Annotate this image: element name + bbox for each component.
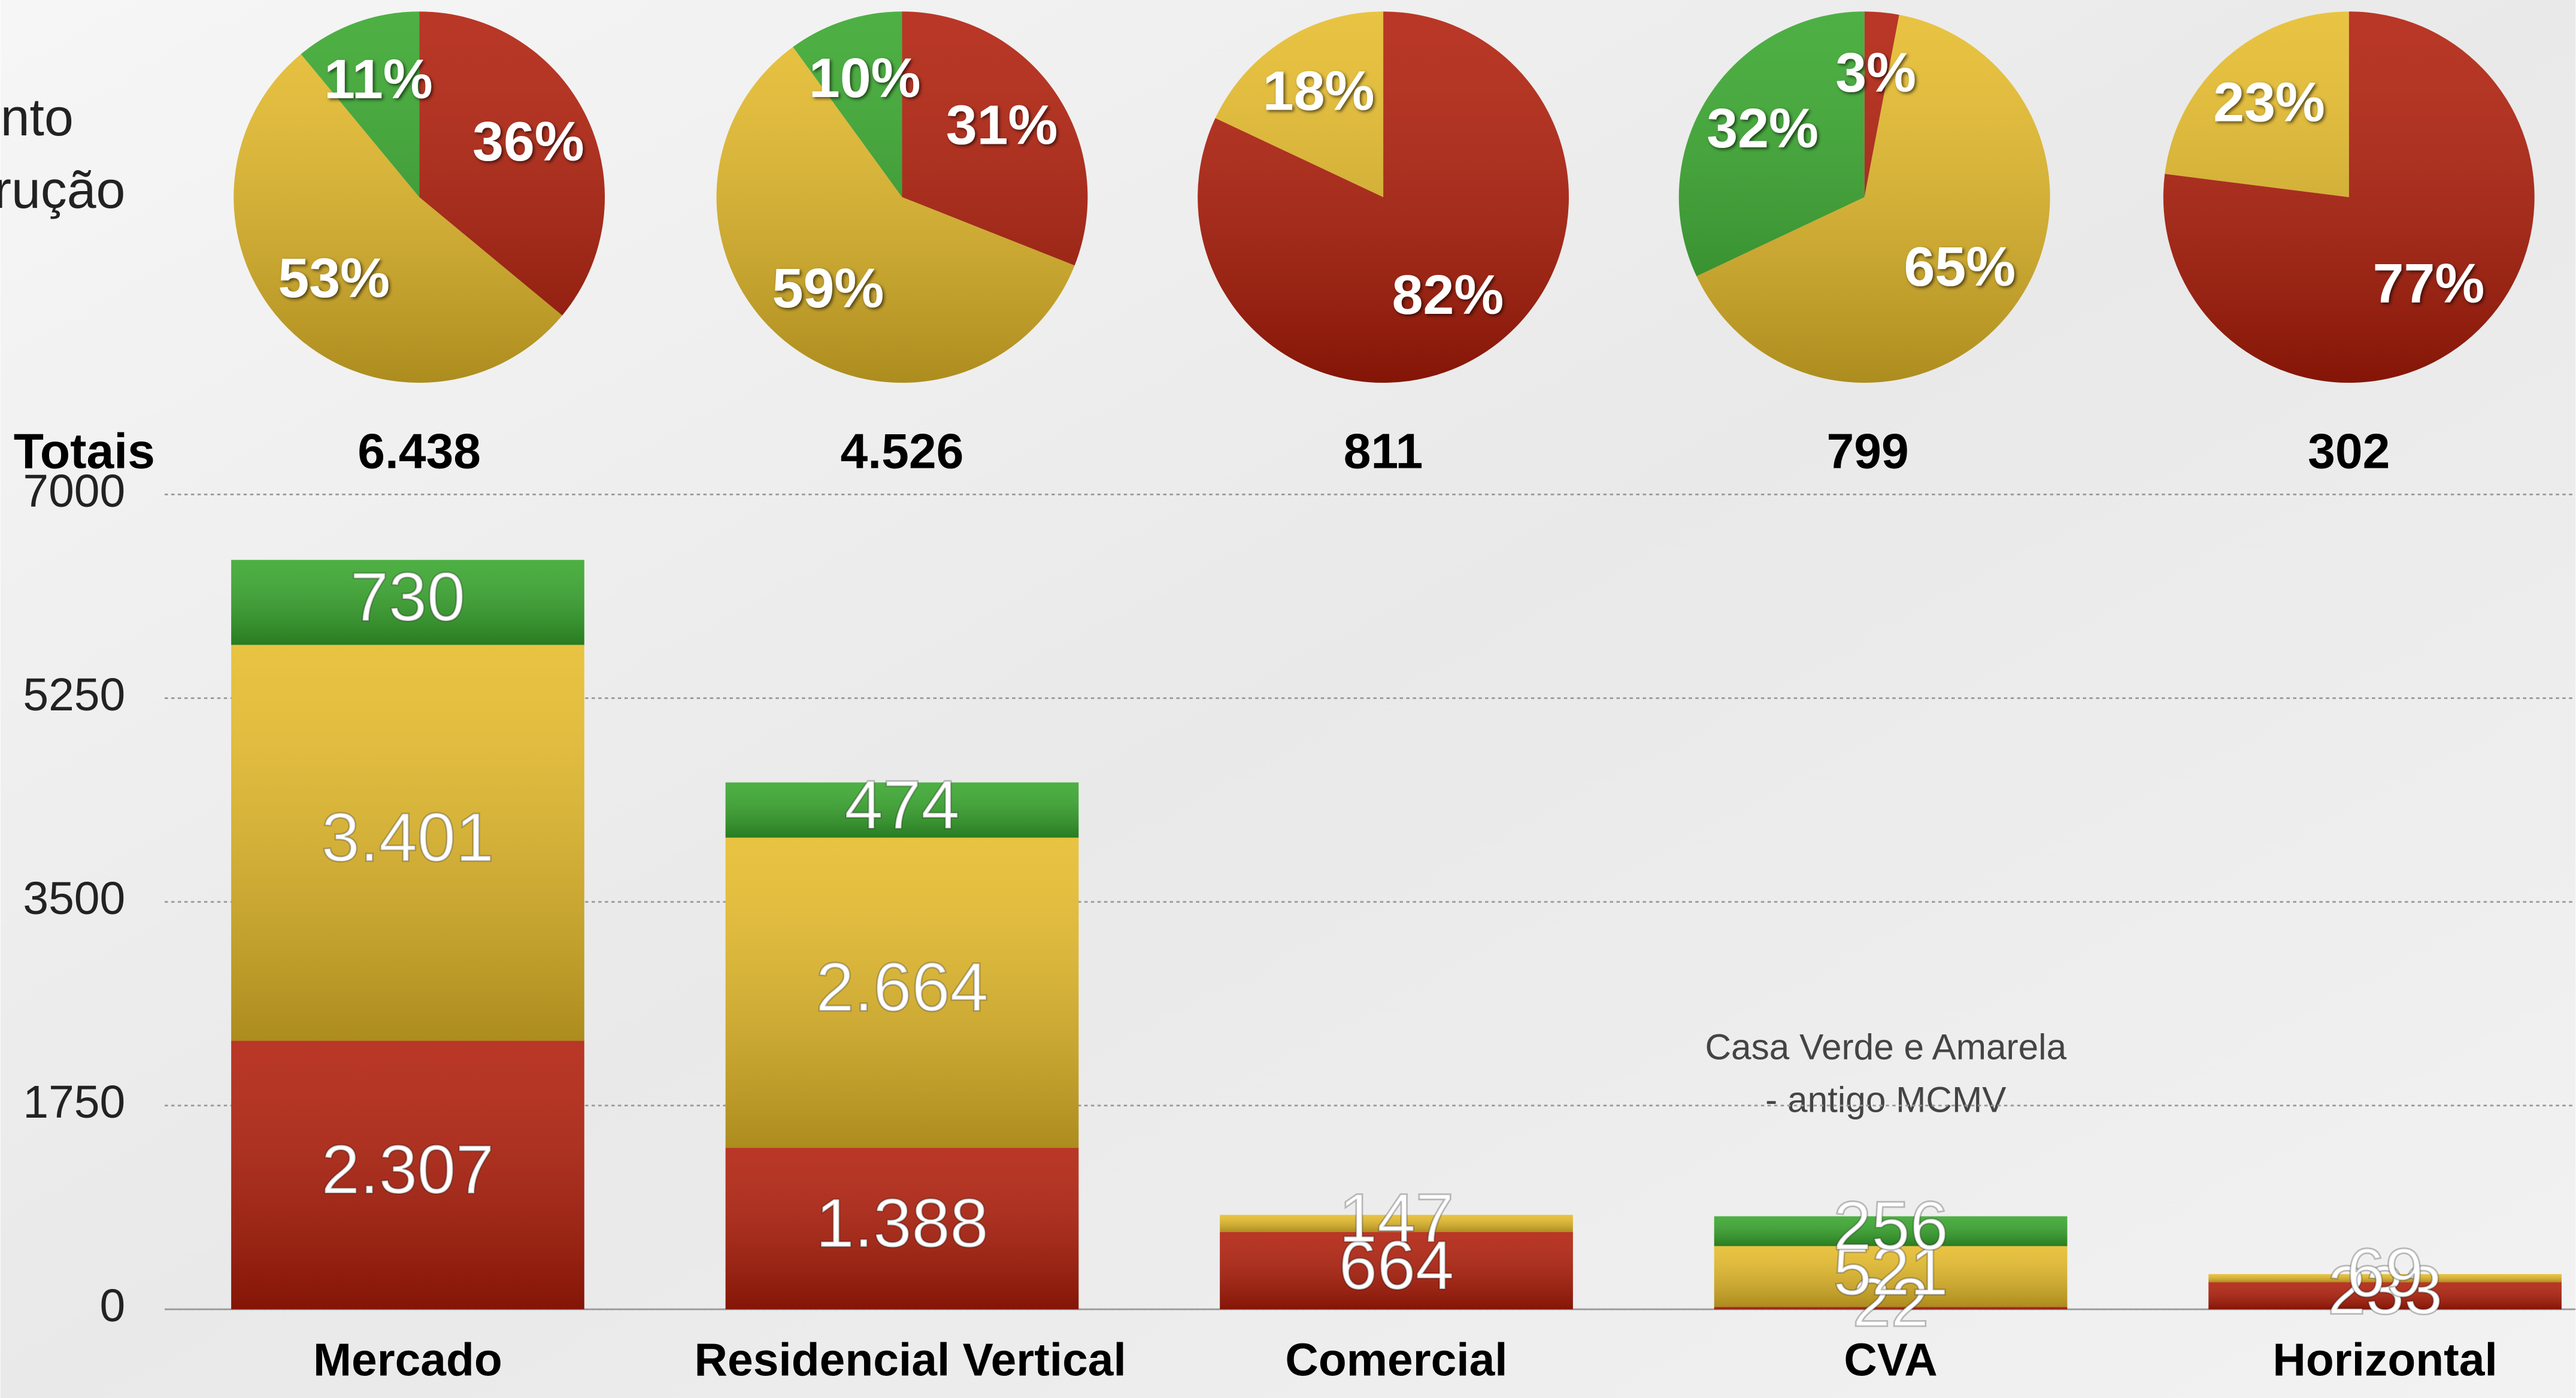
bar-shade [1714,1216,2068,1246]
pie-label: 65% [1904,235,2016,298]
x-tick-label: Mercado [313,1335,502,1386]
bar-value-label: 521 [1833,1233,1948,1309]
bar-shade [231,1040,584,1309]
bar-shade [725,782,1079,838]
pie-label: 36% [472,110,584,173]
x-tick-label: Residencial Vertical [695,1335,1126,1386]
pie-shade [1198,11,1569,383]
bar-value-label: 1.388 [816,1185,988,1261]
bar-value-label: 2.307 [322,1131,494,1208]
bar-shade [1714,1246,2068,1307]
bar-shade [231,644,584,1041]
pie-label: 18% [1263,60,1375,122]
total-label: 6.438 [357,424,481,479]
bar-value-label: 2.664 [816,949,988,1026]
pie-label: 23% [2213,71,2325,134]
bar-shade [2208,1274,2562,1282]
pie-label: 53% [278,247,390,309]
pie-label: 11% [324,48,433,110]
pie-shade [716,11,1088,383]
annotation: Casa Verde e Amarela [1705,1026,2067,1067]
pie-shade [2163,11,2535,383]
total-label: 799 [1827,424,1909,479]
bar-value-label: 22 [1852,1264,1929,1341]
bar-value-label: 69 [2347,1234,2423,1311]
left-text: nto [1,88,74,147]
y-tick-label: 5250 [23,669,125,721]
bar-shade [1220,1215,1573,1232]
bar-value-label: 3.401 [322,800,494,876]
y-tick-label: 7000 [23,465,125,517]
bar-value-label: 730 [350,559,465,636]
pie-label: 10% [809,47,921,109]
annotation: - antigo MCMV [1765,1079,2006,1119]
total-label: 811 [1344,424,1423,479]
totals-label: Totais [14,424,155,479]
left-text: rução [0,161,125,219]
total-label: 4.526 [841,424,964,479]
bar-shade [725,1148,1079,1309]
pie-shade [1678,11,2050,383]
pie-label: 31% [946,94,1058,156]
bar-shade [725,837,1079,1148]
pie-label: 59% [772,257,884,319]
x-tick-label: Comercial [1285,1335,1507,1386]
pie-label: 82% [1392,264,1504,326]
y-tick-label: 0 [99,1280,125,1332]
pie-label: 3% [1835,41,1916,104]
bar-shade [1714,1306,2068,1309]
pie-shade [234,11,605,383]
pie-label: 77% [2373,252,2485,314]
y-tick-label: 3500 [23,873,125,924]
bar-value-label: 474 [844,767,959,843]
bar-shade [1220,1231,1573,1309]
bar-value-label: 233 [2328,1252,2442,1329]
total-label: 302 [2308,424,2390,479]
bar-value-label: 256 [1833,1188,1948,1264]
pie-label: 32% [1707,97,1819,159]
x-tick-label: CVA [1844,1335,1937,1386]
bar-value-label: 664 [1339,1227,1454,1304]
bar-shade [231,559,584,645]
bar-value-label: 147 [1339,1180,1454,1257]
x-tick-label: Horizontal [2272,1335,2497,1386]
bar-shade [2208,1282,2562,1309]
y-tick-label: 1750 [23,1076,125,1128]
